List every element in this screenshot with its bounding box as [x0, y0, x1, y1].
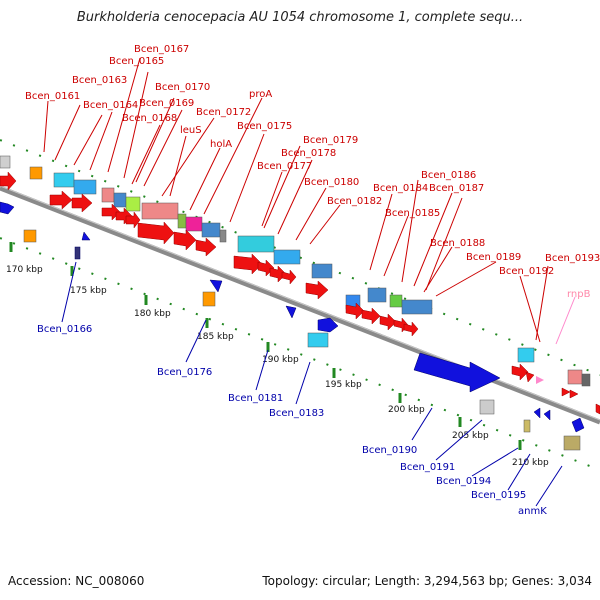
gene-label[interactable]: Bcen_0191 — [400, 462, 455, 473]
gene-label[interactable]: Bcen_0190 — [362, 445, 417, 456]
scale-tick-marks — [9, 242, 522, 450]
gene-label[interactable]: Bcen_0193 — [545, 253, 600, 264]
scale-label: 210 kbp — [512, 458, 549, 468]
plus-labels: Bcen_0167 Bcen_0165 Bcen_0163 Bcen_0170 … — [25, 44, 600, 277]
gene-label[interactable]: Bcen_0176 — [157, 367, 212, 378]
gene-label[interactable]: Bcen_0169 — [139, 98, 194, 109]
gene-label[interactable]: holA — [210, 139, 232, 150]
gene-label[interactable]: Bcen_0187 — [429, 183, 484, 194]
gene-label[interactable]: anmK — [518, 506, 547, 517]
gene-label[interactable]: Bcen_0167 — [134, 44, 189, 55]
gene-label[interactable]: proA — [249, 89, 272, 100]
gene-label[interactable]: Bcen_0194 — [436, 476, 491, 487]
gene-label[interactable]: Bcen_0163 — [72, 75, 127, 86]
gene-label[interactable]: Bcen_0183 — [269, 408, 324, 419]
gene-label[interactable]: Bcen_0164 — [83, 100, 138, 111]
cds-plus — [0, 171, 600, 415]
gene-label[interactable]: Bcen_0170 — [155, 82, 210, 93]
gene-label[interactable]: Bcen_0165 — [109, 56, 164, 67]
gene-label[interactable]: Bcen_0178 — [281, 148, 336, 159]
map-title: Burkholderia cenocepacia AU 1054 chromos… — [76, 10, 524, 25]
gene-label[interactable]: Bcen_0186 — [421, 170, 476, 181]
gene-label[interactable]: Bcen_0177 — [257, 161, 312, 172]
gene-label[interactable]: Bcen_0168 — [122, 113, 177, 124]
scale-label: 180 kbp — [134, 309, 171, 319]
gene-label[interactable]: Bcen_0179 — [303, 135, 358, 146]
gene-label[interactable]: Bcen_0181 — [228, 393, 283, 404]
scale-label: 185 kbp — [197, 332, 234, 342]
cog-boxes-plus — [0, 155, 591, 387]
gene-label[interactable]: Bcen_0172 — [196, 107, 251, 118]
gene-label[interactable]: Bcen_0161 — [25, 91, 80, 102]
plus-connectors — [43, 57, 549, 343]
gene-label[interactable]: Bcen_0175 — [237, 121, 292, 132]
scale-label: 195 kbp — [325, 380, 362, 390]
gene-label[interactable]: Bcen_0188 — [430, 238, 485, 249]
scale-label: 175 kbp — [70, 286, 107, 296]
minus-labels: Bcen_0166 Bcen_0176 Bcen_0181 Bcen_0183 … — [37, 324, 547, 517]
gene-label[interactable]: Bcen_0180 — [304, 177, 359, 188]
cds-minus — [0, 201, 585, 433]
gene-label[interactable]: Bcen_0185 — [385, 208, 440, 219]
chromosome-backbone — [0, 185, 600, 425]
gene-label[interactable]: Bcen_0195 — [471, 490, 526, 501]
minus-connectors — [61, 261, 563, 507]
scale-label: 190 kbp — [262, 355, 299, 365]
gene-label[interactable]: Bcen_0189 — [466, 252, 521, 263]
topology-stats-text: Topology: circular; Length: 3,294,563 bp… — [262, 574, 592, 588]
scale-label: 205 kbp — [452, 431, 489, 441]
gene-label[interactable]: Bcen_0192 — [499, 266, 554, 277]
accession-text: Accession: NC_008060 — [8, 574, 145, 588]
gene-label[interactable]: leuS — [180, 125, 202, 136]
cog-boxes-minus — [23, 229, 581, 451]
scale-label: 200 kbp — [388, 405, 425, 415]
rna-gene — [536, 376, 544, 384]
gene-label[interactable]: Bcen_0184 — [373, 183, 428, 194]
rna-label[interactable]: rnpB — [567, 289, 591, 300]
gene-label[interactable]: Bcen_0166 — [37, 324, 92, 335]
gene-label[interactable]: Bcen_0182 — [327, 196, 382, 207]
rna-connector — [555, 296, 576, 345]
scale-label: 170 kbp — [6, 265, 43, 275]
